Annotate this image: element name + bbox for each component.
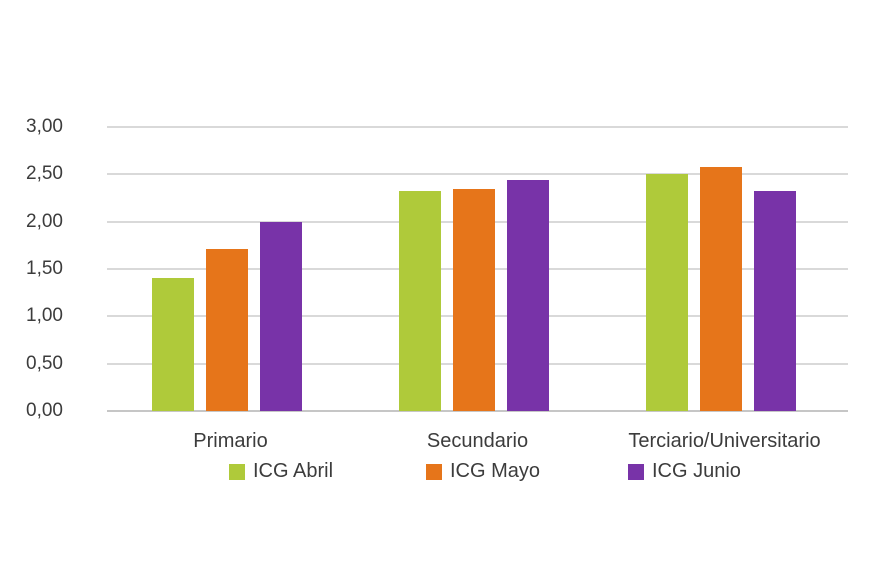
y-axis-tick-label-2-50: 2,50 (26, 163, 63, 185)
legend-swatch-icg-junio (628, 463, 644, 480)
y-axis-tick-label-1-00: 1,00 (26, 305, 63, 327)
bar-icg-abril-primario (151, 278, 194, 411)
bar-icg-mayo-primario (205, 249, 248, 411)
legend-item-icg-abril: ICG Abril (229, 460, 333, 483)
x-axis-label-primario: Primario (193, 430, 268, 452)
bar-icg-junio-primario (259, 222, 302, 411)
y-axis-tick-label-0-50: 0,50 (26, 352, 63, 374)
gridline-3-00 (107, 126, 848, 128)
bar-icg-abril-terciario-universitario (645, 174, 688, 411)
x-axis-labels: Primario Secundario Terciario/Universita… (107, 430, 848, 453)
legend-item-icg-mayo: ICG Mayo (426, 460, 540, 483)
bar-icg-mayo-terciario-universitario (699, 167, 742, 411)
legend-item-icg-junio: ICG Junio (628, 460, 741, 483)
bar-icg-junio-secundario (506, 180, 549, 411)
legend-label-icg-mayo: ICG Mayo (450, 460, 541, 482)
y-axis-tick-label-0-00: 0,00 (26, 400, 63, 421)
bar-icg-mayo-secundario (452, 189, 495, 411)
bar-group-terciario-universitario (645, 167, 796, 411)
bar-group-primario (151, 222, 302, 411)
legend-swatch-icg-mayo (426, 463, 442, 480)
bar-icg-junio-terciario-universitario (753, 191, 796, 411)
legend-label-icg-abril: ICG Abril (253, 460, 334, 482)
legend: ICG Abril ICG Mayo ICG Junio (0, 460, 870, 486)
gridline-2-50 (107, 173, 848, 176)
x-axis-label-terciario-universitario: Terciario/Universitario (628, 430, 821, 452)
bar-icg-abril-secundario (398, 191, 441, 411)
y-axis-tick-label-3-00: 3,00 (26, 116, 63, 137)
plot-area: 0,00 0,50 1,00 1,50 2,00 2,50 3,00 (26, 117, 848, 420)
y-axis-tick-label-1-50: 1,50 (26, 258, 63, 279)
legend-label-icg-junio: ICG Junio (652, 460, 741, 482)
bar-group-secundario (398, 180, 549, 411)
gridline-0-00 (107, 410, 848, 412)
legend-swatch-icg-abril (229, 463, 245, 480)
x-axis-label-secundario: Secundario (426, 430, 529, 452)
y-axis-tick-label-2-00: 2,00 (26, 210, 63, 232)
